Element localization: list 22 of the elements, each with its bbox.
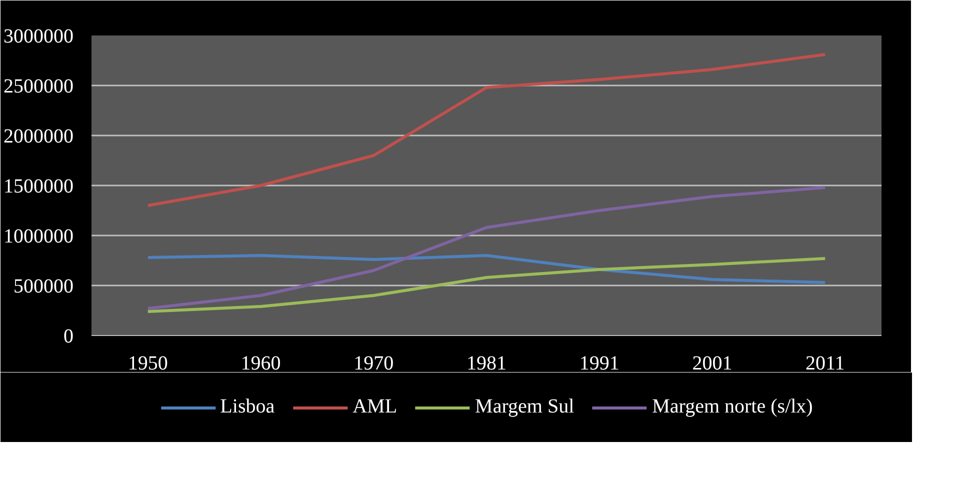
line-series xyxy=(146,257,827,313)
legend-label: Margem norte (s/lx) xyxy=(652,396,813,418)
x-tick-label: 2001 xyxy=(692,352,732,374)
y-tick-label: 0 xyxy=(64,326,74,348)
line-series xyxy=(146,53,827,207)
x-tick-label: 1991 xyxy=(579,352,620,374)
y-tick-label: 2500000 xyxy=(4,76,74,98)
x-tick-label: 1950 xyxy=(128,352,168,374)
legend-label: Lisboa xyxy=(220,396,275,418)
x-tick-label: 1981 xyxy=(466,352,506,374)
y-tick-label: 500000 xyxy=(14,276,74,298)
x-tick-label: 1960 xyxy=(240,352,281,374)
y-tick-label: 1500000 xyxy=(4,176,74,198)
y-tick-label: 3000000 xyxy=(4,26,74,48)
x-tick-label: 1970 xyxy=(354,352,394,374)
legend-label: AML xyxy=(352,396,398,418)
x-tick-label: 2011 xyxy=(805,352,845,374)
y-tick-label: 1000000 xyxy=(4,226,74,248)
line-series xyxy=(146,254,827,284)
y-tick-label: 2000000 xyxy=(4,126,74,148)
legend-label: Margem Sul xyxy=(475,396,574,418)
line-series xyxy=(146,186,827,310)
